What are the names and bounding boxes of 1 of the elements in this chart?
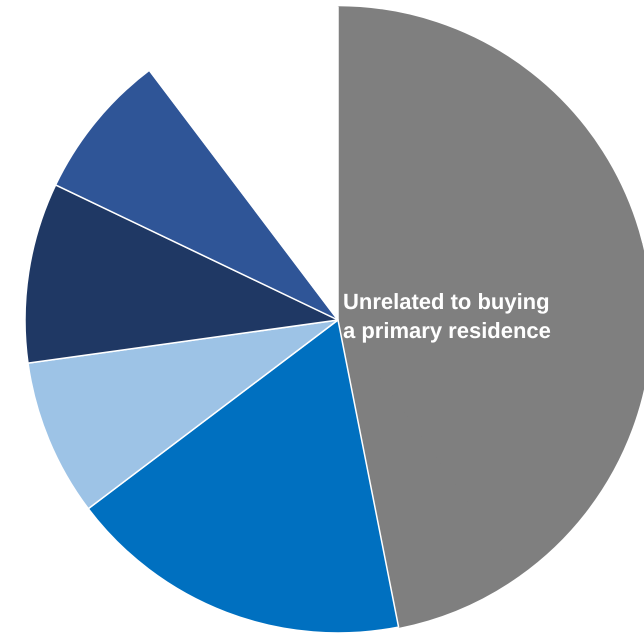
text: Unrelated to buying a primary residence (343, 289, 551, 343)
